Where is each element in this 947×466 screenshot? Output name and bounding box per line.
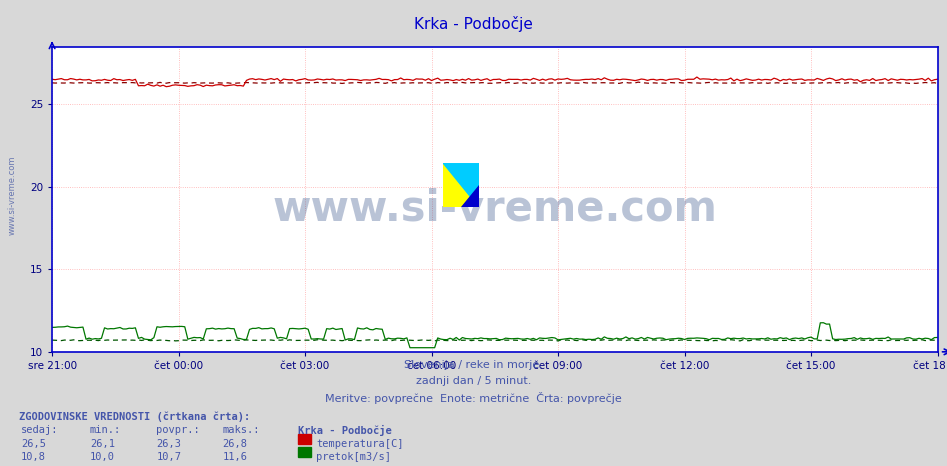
Polygon shape	[443, 163, 479, 207]
Polygon shape	[443, 163, 479, 207]
Text: 10,7: 10,7	[156, 452, 181, 462]
Text: min.:: min.:	[90, 425, 121, 435]
Text: pretok[m3/s]: pretok[m3/s]	[316, 452, 391, 462]
Text: www.si-vreme.com: www.si-vreme.com	[273, 187, 717, 229]
Text: ZGODOVINSKE VREDNOSTI (črtkana črta):: ZGODOVINSKE VREDNOSTI (črtkana črta):	[19, 411, 250, 422]
Text: 26,8: 26,8	[223, 439, 247, 449]
Text: 10,0: 10,0	[90, 452, 115, 462]
Text: 10,8: 10,8	[21, 452, 45, 462]
Text: temperatura[C]: temperatura[C]	[316, 439, 403, 449]
Text: www.si-vreme.com: www.si-vreme.com	[8, 156, 17, 235]
Text: Krka - Podbočje: Krka - Podbočje	[298, 425, 392, 436]
Text: povpr.:: povpr.:	[156, 425, 200, 435]
Polygon shape	[461, 185, 479, 207]
Text: zadnji dan / 5 minut.: zadnji dan / 5 minut.	[416, 376, 531, 386]
Text: 26,1: 26,1	[90, 439, 115, 449]
Text: Meritve: povprečne  Enote: metrične  Črta: povprečje: Meritve: povprečne Enote: metrične Črta:…	[325, 392, 622, 404]
Text: 26,5: 26,5	[21, 439, 45, 449]
Text: 11,6: 11,6	[223, 452, 247, 462]
Text: maks.:: maks.:	[223, 425, 260, 435]
Text: 26,3: 26,3	[156, 439, 181, 449]
Text: sedaj:: sedaj:	[21, 425, 59, 435]
Text: Krka - Podbočje: Krka - Podbočje	[414, 16, 533, 32]
Text: Slovenija / reke in morje.: Slovenija / reke in morje.	[404, 360, 543, 370]
